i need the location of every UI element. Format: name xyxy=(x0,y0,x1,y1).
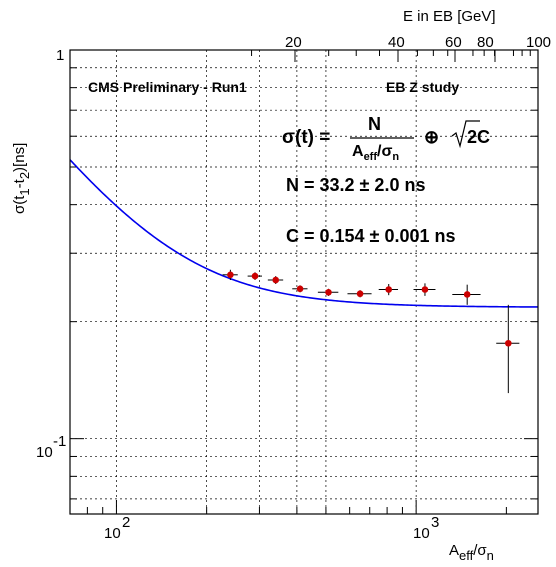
x-axis-title: Aeff/σn xyxy=(449,542,494,563)
data-point xyxy=(496,304,520,394)
y-tick-label-1: 1 xyxy=(56,47,64,64)
data-point xyxy=(247,272,263,280)
top-tick-label: 80 xyxy=(477,34,494,51)
x-tick-label-1000-exp: 3 xyxy=(431,514,439,531)
point-marker xyxy=(421,286,429,293)
formula-lhs: σ(t) = xyxy=(282,127,330,148)
plot-frame xyxy=(69,49,539,515)
top-axis-title: E in EB [GeV] xyxy=(403,8,496,25)
data-point xyxy=(317,288,339,296)
point-marker xyxy=(272,276,280,284)
formula-oplus: ⊕ xyxy=(424,127,439,147)
point-marker xyxy=(251,272,259,280)
n-parameter: N = 33.2 ± 2.0 ns xyxy=(286,175,425,195)
data-point xyxy=(452,284,481,305)
axis-ticks xyxy=(69,49,539,514)
formula-rhs: 2C xyxy=(467,127,490,147)
data-point xyxy=(347,290,372,298)
data-point xyxy=(267,276,284,285)
sqrt-sign-icon xyxy=(451,120,480,149)
point-marker xyxy=(463,291,471,298)
fit-curve xyxy=(69,159,539,308)
study-label: EB Z study xyxy=(386,79,459,95)
point-marker xyxy=(296,285,304,293)
data-points xyxy=(222,269,520,394)
point-marker xyxy=(227,271,234,279)
top-tick-label: 20 xyxy=(285,34,302,51)
data-point xyxy=(222,269,238,280)
x-tick-label-100-base: 10 xyxy=(104,525,121,542)
data-point xyxy=(413,283,436,296)
data-point xyxy=(292,285,308,293)
point-marker xyxy=(505,339,512,347)
top-tick-label: 40 xyxy=(388,34,405,51)
y-tick-label-0.1-base: 10 xyxy=(36,444,53,461)
x-tick-label-100-exp: 2 xyxy=(122,514,130,531)
point-marker xyxy=(385,286,393,293)
top-tick-label: 60 xyxy=(445,34,462,51)
x-tick-label-1000-base: 10 xyxy=(413,525,430,542)
experiment-label: CMS Preliminary - Run1 xyxy=(88,79,247,95)
point-marker xyxy=(356,290,364,298)
top-axis-ticks xyxy=(251,50,539,62)
y-axis-title: σ(t1-t2)[ns] xyxy=(11,143,32,214)
y-tick-label-0.1-exp: -1 xyxy=(53,433,66,450)
grid xyxy=(70,49,538,514)
c-parameter: C = 0.154 ± 0.001 ns xyxy=(286,226,456,246)
fit-formula: σ(t) = N Aeff/σn ⊕ 2C xyxy=(282,114,490,163)
formula-numerator: N xyxy=(368,114,381,134)
top-tick-label: 100 xyxy=(526,34,551,51)
data-point xyxy=(378,284,399,296)
point-marker xyxy=(325,289,332,296)
formula-denominator: Aeff/σn xyxy=(352,143,399,163)
